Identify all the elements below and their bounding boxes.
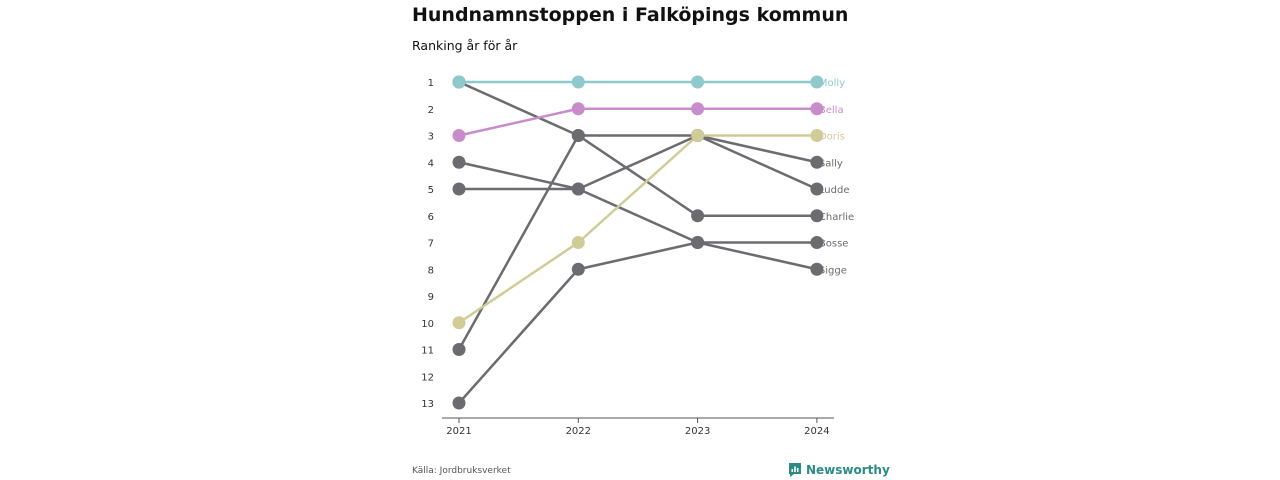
brand-logo: Newsworthy [788, 462, 890, 478]
newsworthy-icon [789, 463, 801, 477]
y-tick-label: 13 [421, 399, 434, 410]
series-line-sally [457, 134, 819, 351]
series-label-molly: Molly [819, 78, 845, 89]
series-label-doris: Doris [819, 132, 845, 143]
y-tick-label: 12 [421, 372, 434, 383]
point-molly-2022 [571, 75, 585, 89]
point-sigge-2024 [810, 262, 824, 276]
series-label-charlie: Charlie [819, 212, 854, 223]
point-bella-2024 [810, 102, 824, 116]
series-label-sally: Sally [819, 158, 843, 169]
y-tick-label: 11 [421, 346, 434, 357]
y-tick-label: 7 [428, 239, 434, 250]
y-tick-label: 9 [428, 292, 434, 303]
series-label-ludde: Ludde [819, 185, 850, 196]
point-sally-2024 [810, 155, 824, 169]
x-tick-label: 2022 [566, 426, 591, 437]
point-charlie-2024 [810, 209, 824, 223]
series-label-bella: Bella [819, 105, 844, 116]
point-bosse-2022 [571, 182, 585, 196]
series-line-doris [457, 134, 819, 324]
point-doris-2023 [691, 129, 705, 142]
point-sigge-2022 [571, 262, 585, 276]
chart-subtitle: Ranking år för år [412, 38, 518, 53]
y-tick-label: 5 [428, 185, 434, 196]
chart-card: Hundnamnstoppen i Falköpings kommun Rank… [412, 0, 890, 480]
y-tick-label: 2 [428, 105, 434, 116]
point-bosse-2024 [810, 236, 824, 249]
point-doris-2024 [810, 129, 824, 142]
series-line-bosse [457, 187, 819, 244]
point-charlie-2022 [571, 129, 585, 142]
point-sigge-2021 [452, 396, 466, 410]
x-tick-label: 2023 [685, 426, 710, 437]
source-note: Källa: Jordbruksverket [412, 466, 511, 476]
y-tick-label: 4 [428, 158, 434, 169]
brand-name: Newsworthy [806, 463, 890, 477]
point-molly-2021 [452, 75, 466, 89]
point-bella-2021 [452, 129, 466, 142]
y-tick-label: 6 [428, 212, 434, 223]
y-tick-label: 10 [421, 319, 434, 330]
x-tick-label: 2024 [804, 426, 829, 437]
y-tick-label: 8 [428, 265, 434, 276]
y-tick-label: 3 [428, 132, 434, 143]
point-doris-2022 [571, 236, 585, 249]
series-line-bella [457, 107, 819, 137]
point-bella-2023 [691, 102, 705, 116]
point-molly-2024 [810, 75, 824, 89]
point-doris-2021 [452, 316, 466, 330]
point-sally-2021 [452, 343, 466, 356]
point-ludde-2021 [452, 155, 466, 169]
point-molly-2023 [691, 75, 705, 89]
point-sigge-2023 [691, 236, 705, 249]
y-tick-label: 1 [428, 78, 434, 89]
series-label-bosse: Bosse [819, 239, 849, 250]
point-charlie-2023 [691, 209, 705, 223]
chart-title: Hundnamnstoppen i Falköpings kommun [412, 4, 849, 26]
point-ludde-2024 [810, 182, 824, 196]
series-label-sigge: Sigge [819, 265, 847, 276]
x-tick-label: 2021 [446, 426, 471, 437]
series-line-charlie [457, 80, 819, 217]
series-line-sigge [457, 241, 819, 405]
point-bosse-2021 [452, 182, 466, 196]
series-line-ludde [457, 134, 819, 191]
point-bella-2022 [571, 102, 585, 116]
